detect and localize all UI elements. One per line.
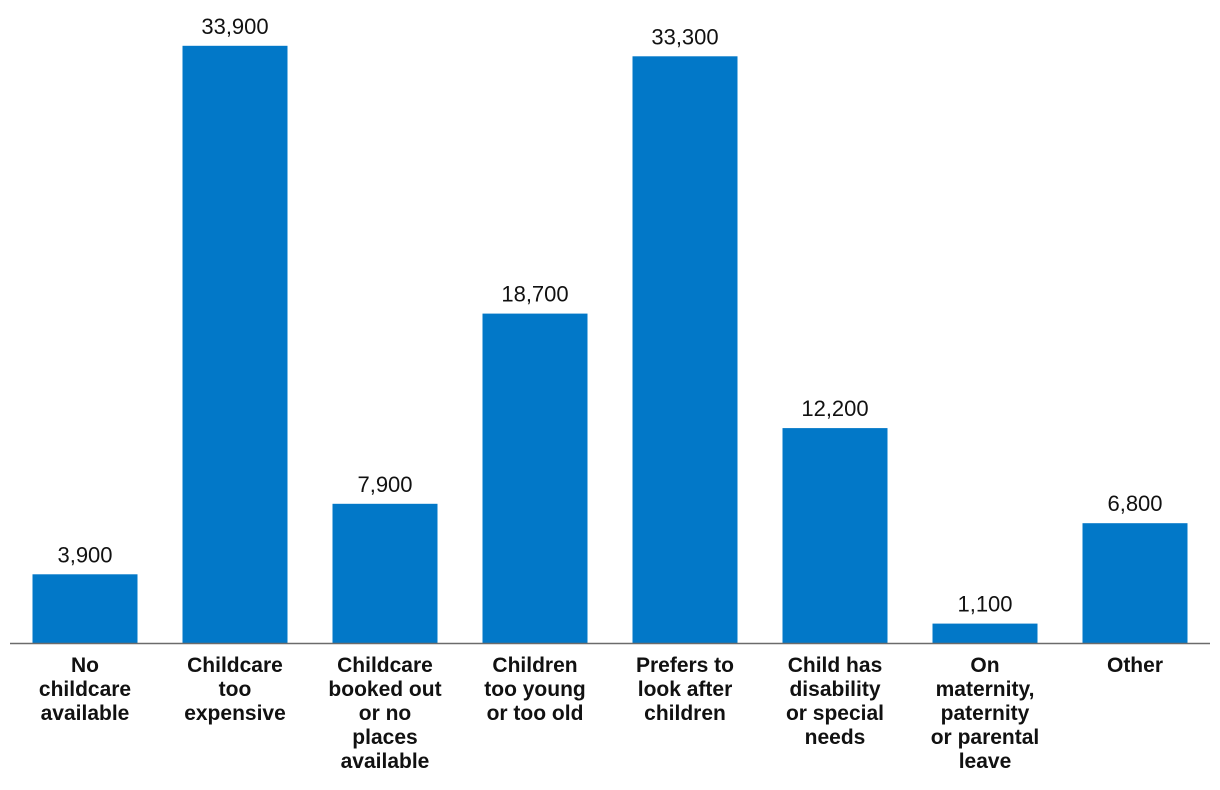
value-label-1: 33,900	[201, 14, 268, 39]
category-label-line: Child has	[788, 654, 883, 677]
category-label-line: Childcare	[187, 654, 283, 677]
bar-2	[332, 503, 438, 643]
category-label-1: Childcare too expensive	[184, 654, 286, 725]
category-label-line: or special	[786, 702, 884, 725]
category-label-line: booked out	[328, 678, 441, 701]
category-label-6: On maternity, paternity or parental leave	[931, 654, 1040, 773]
bar-4	[632, 56, 738, 644]
bar-3	[482, 313, 588, 643]
category-label-line: available	[341, 750, 430, 773]
category-label-line: expensive	[184, 702, 286, 725]
category-label-line: No	[71, 654, 99, 677]
value-label-0: 3,900	[57, 542, 112, 567]
category-label-line: paternity	[941, 702, 1030, 725]
category-label-line: places	[352, 726, 417, 749]
category-label-line: disability	[789, 678, 880, 701]
category-label-line: or parental	[931, 726, 1040, 749]
category-label-3: Children too young or too old	[484, 654, 585, 725]
category-label-line: or too old	[487, 702, 584, 725]
category-label-5: Child has disability or special needs	[786, 654, 884, 749]
category-label-line: Childcare	[337, 654, 433, 677]
value-label-2: 7,900	[357, 472, 412, 497]
category-label-line: Prefers to	[636, 654, 734, 677]
bar-5	[782, 428, 888, 643]
category-label-0: No childcare available	[39, 654, 131, 725]
category-label-line: leave	[959, 750, 1012, 773]
category-label-line: On	[970, 654, 999, 677]
category-label-line: maternity,	[936, 678, 1035, 701]
value-label-4: 33,300	[651, 24, 718, 49]
category-label-line: needs	[805, 726, 866, 749]
value-label-7: 6,800	[1107, 491, 1162, 516]
category-label-line: too	[219, 678, 252, 701]
category-label-2: Childcare booked out or no places available	[328, 654, 441, 773]
category-label-line: childcare	[39, 678, 131, 701]
bar-1	[182, 45, 288, 644]
category-label-line: children	[644, 702, 726, 725]
category-label-line: look after	[638, 678, 733, 701]
category-label-7: Other	[1107, 654, 1163, 677]
category-label-line: or no	[359, 702, 412, 725]
value-label-6: 1,100	[957, 592, 1012, 617]
bar-0	[32, 574, 138, 643]
category-label-line: Children	[492, 654, 577, 677]
category-label-line: Other	[1107, 654, 1163, 677]
category-label-4: Prefers to look after children	[636, 654, 734, 725]
bar-7	[1082, 523, 1188, 643]
value-label-3: 18,700	[501, 282, 568, 307]
bar-6	[932, 623, 1038, 643]
value-labels-group: 3,900 33,900 7,900 18,700 33,300 12,200 1,100 6…	[57, 14, 1162, 617]
bars-group	[32, 45, 1188, 644]
value-label-5: 12,200	[801, 396, 868, 421]
category-label-line: too young	[484, 678, 585, 701]
category-label-line: available	[41, 702, 130, 725]
